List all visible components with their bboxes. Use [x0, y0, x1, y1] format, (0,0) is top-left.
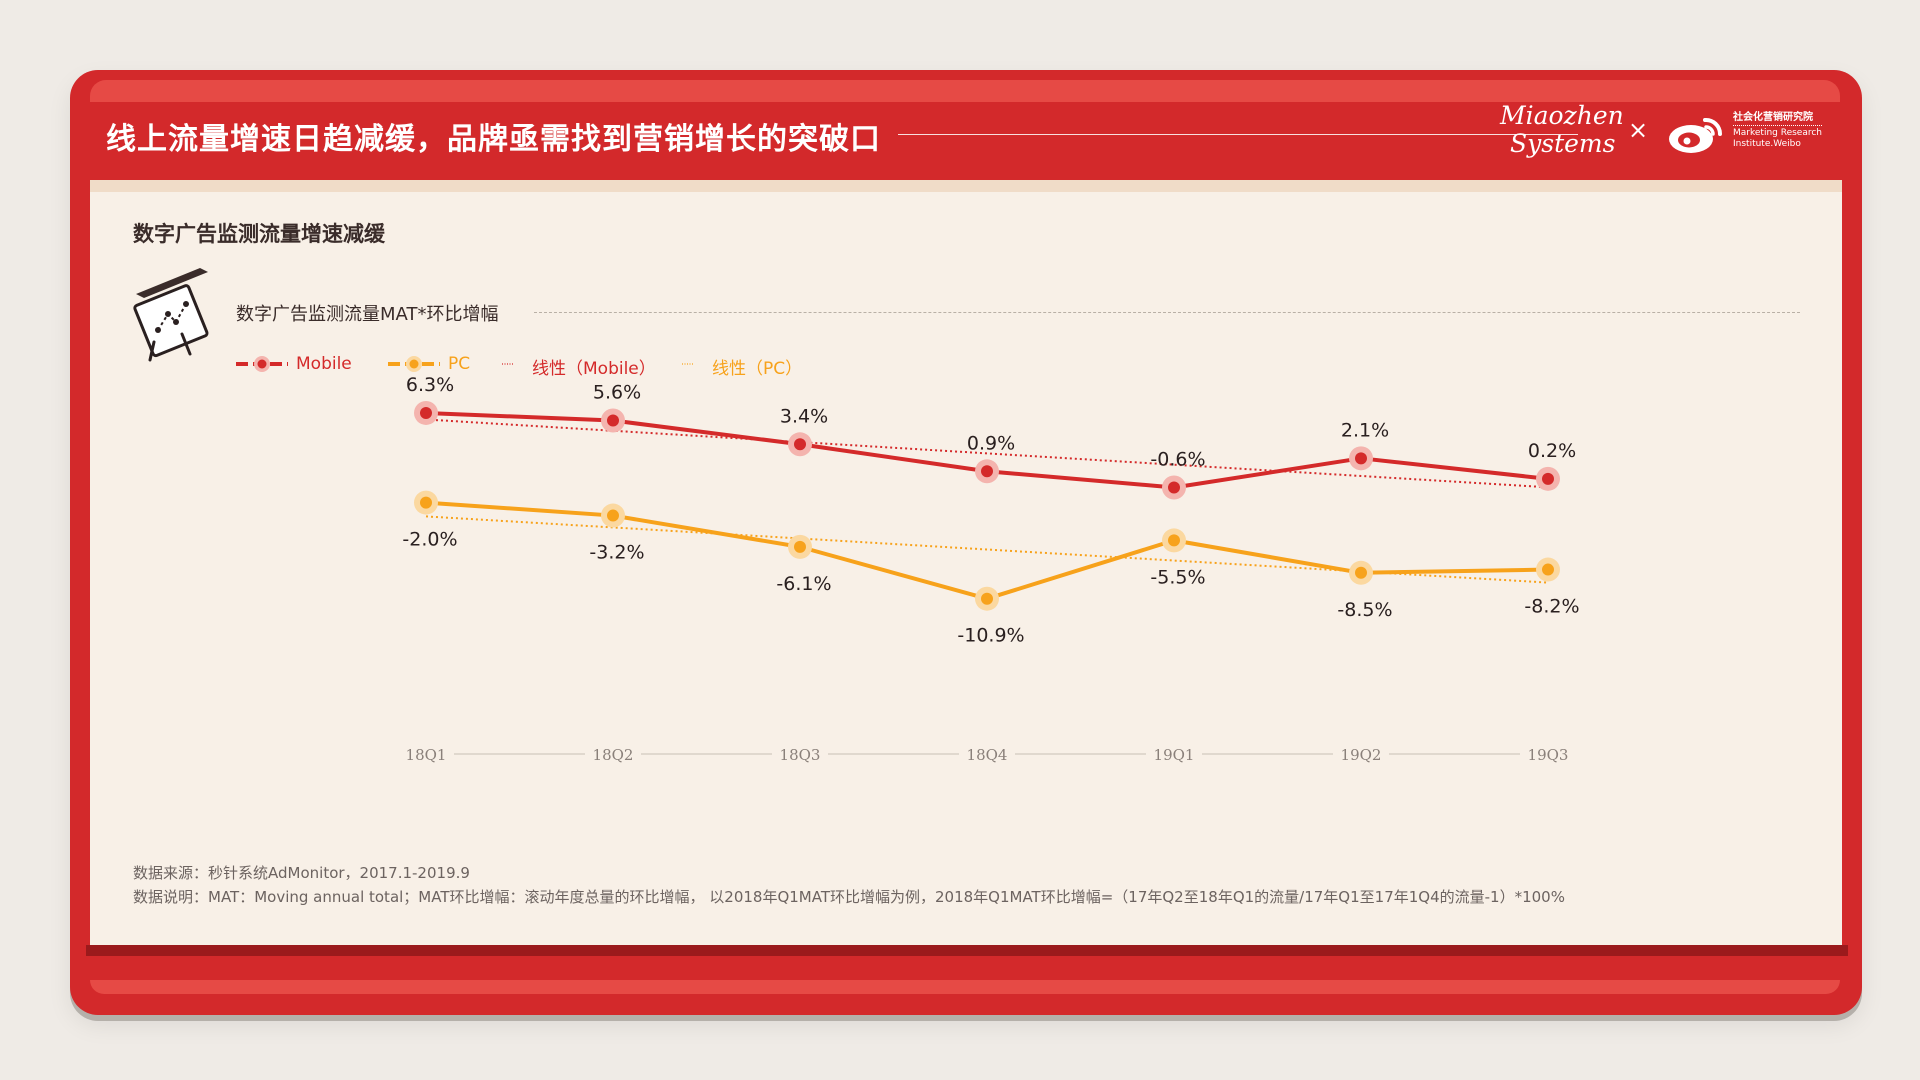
data-label-pc: -2.0%: [402, 529, 457, 551]
data-label-pc: -3.2%: [589, 542, 644, 564]
data-point-mobile: [794, 438, 806, 451]
logo-separator: ×: [1628, 116, 1649, 144]
data-point-pc: [981, 592, 993, 605]
x-tick-label: 18Q3: [780, 746, 821, 764]
weibo-institute-rule: [1733, 125, 1822, 126]
legend-label-mobile: Mobile: [296, 354, 352, 374]
panel-bottom-band: [86, 945, 1848, 956]
data-point-pc: [794, 540, 806, 553]
trendline-mobile: [425, 418, 1549, 489]
x-tick-label: 19Q1: [1154, 746, 1195, 764]
x-tick-label: 19Q2: [1341, 746, 1382, 764]
data-label-mobile: -0.6%: [1150, 448, 1205, 470]
weibo-institute-cn: 社会化营销研究院: [1733, 112, 1813, 123]
page-title: 线上流量增速日趋减缓，品牌亟需找到营销增长的突破口: [106, 122, 881, 157]
data-label-mobile: 0.2%: [1528, 440, 1576, 462]
data-label-mobile: 3.4%: [780, 405, 828, 427]
presentation-board-icon: [133, 268, 209, 362]
legend-marker-mobile: [236, 356, 288, 372]
x-tick-label: 19Q3: [1528, 746, 1569, 764]
data-label-mobile: 6.3%: [406, 374, 454, 396]
data-label-mobile: 5.6%: [593, 382, 641, 404]
x-tick-label: 18Q1: [406, 746, 447, 764]
header-bar: 线上流量增速日趋减缓，品牌亟需找到营销增长的突破口 Miaozhen Syste…: [90, 96, 1840, 180]
data-point-mobile: [1542, 472, 1554, 485]
weibo-institute-en-line2: Institute.Weibo: [1733, 139, 1801, 149]
legend-marker-pc-trend: [682, 363, 694, 365]
legend-label-pc: PC: [448, 354, 471, 374]
miaozhen-logo: Miaozhen Systems: [1500, 101, 1624, 166]
x-tick-label: 18Q4: [967, 746, 1008, 764]
weibo-institute-en-line1: Marketing Research: [1733, 128, 1822, 138]
data-point-mobile: [981, 465, 993, 478]
data-point-pc: [607, 509, 619, 522]
miaozhen-logo-line2: Systems: [1510, 129, 1616, 158]
weibo-institute-label: 社会化营销研究院 Marketing Research Institute.We…: [1733, 112, 1822, 150]
data-point-mobile: [1355, 452, 1367, 465]
panel-top-band: [90, 180, 1842, 192]
miaozhen-logo-line1: Miaozhen: [1500, 101, 1624, 130]
header-divider: [898, 134, 1578, 135]
data-label-mobile: 2.1%: [1341, 419, 1389, 441]
legend-label-pc-trend: 线性（PC）: [712, 359, 803, 379]
data-point-pc: [1355, 566, 1367, 579]
data-label-mobile: 0.9%: [967, 432, 1015, 454]
chart-title-divider: [534, 312, 1800, 313]
frame-top-lip: [90, 80, 1840, 102]
data-point-pc: [1542, 563, 1554, 576]
data-point-mobile: [607, 414, 619, 427]
data-label-pc: -8.2%: [1524, 596, 1579, 618]
legend-marker-mobile-trend: [502, 363, 514, 365]
weibo-logo-icon: [1669, 117, 1723, 153]
data-label-pc: -10.9%: [957, 625, 1024, 647]
chart-title: 数字广告监测流量MAT*环比增幅: [236, 304, 499, 325]
data-point-mobile: [420, 406, 432, 419]
data-point-pc: [420, 496, 432, 509]
legend-marker-pc: [388, 356, 440, 372]
footnote-source: 数据来源：秒针系统AdMonitor，2017.1-2019.9: [133, 864, 470, 882]
legend-label-mobile-trend: 线性（Mobile）: [532, 359, 656, 379]
footnote-explanation: 数据说明：MAT：Moving annual total；MAT环比增幅：滚动年…: [133, 888, 1565, 906]
section-subtitle: 数字广告监测流量增速减缓: [133, 222, 385, 246]
data-point-mobile: [1168, 481, 1180, 494]
data-label-pc: -8.5%: [1337, 599, 1392, 621]
data-label-pc: -5.5%: [1150, 566, 1205, 588]
data-label-pc: -6.1%: [776, 573, 831, 595]
data-point-pc: [1168, 534, 1180, 547]
frame-bottom-lip: [90, 980, 1840, 994]
x-tick-label: 18Q2: [593, 746, 634, 764]
